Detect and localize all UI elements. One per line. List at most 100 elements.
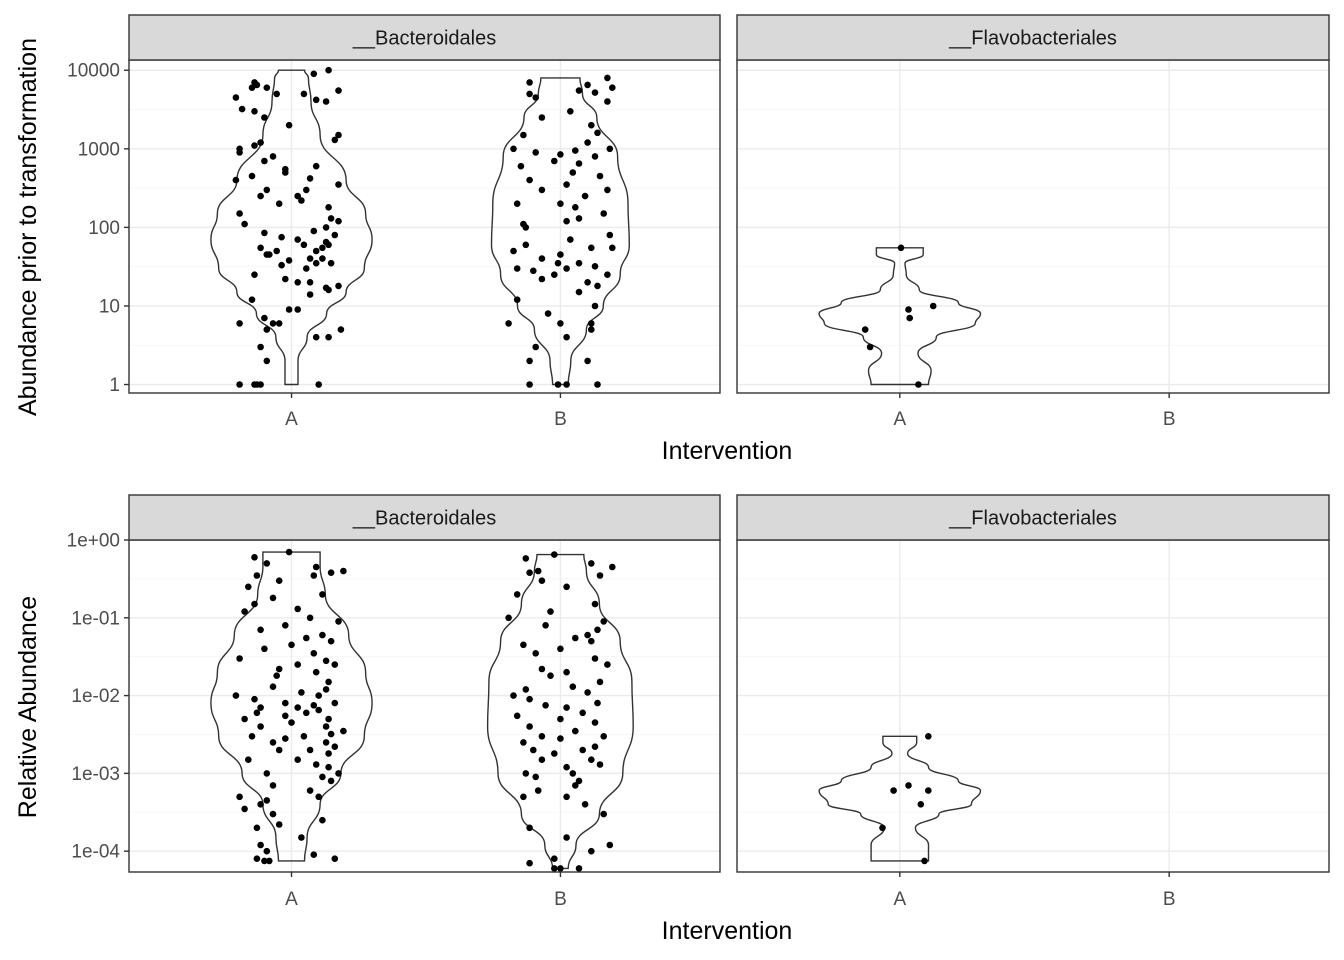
data-point-B [600, 733, 607, 740]
x-tick-label: B [1163, 409, 1176, 430]
data-point-B [526, 723, 533, 730]
data-point-A [251, 600, 258, 608]
data-point-A [282, 165, 289, 173]
data-point-A [335, 87, 342, 94]
data-point-A [263, 560, 271, 567]
data-point-B [513, 712, 521, 720]
data-point-A [275, 746, 283, 754]
data-point-A [263, 326, 271, 333]
data-point-A [253, 572, 261, 579]
data-point-A [278, 233, 285, 241]
data-point-B [563, 265, 570, 272]
data-point-A [306, 255, 314, 262]
data-point-A [263, 797, 271, 804]
data-point-A [312, 761, 320, 768]
data-point-B [584, 357, 591, 365]
data-point-A [236, 655, 243, 662]
data-point-A [306, 175, 314, 182]
data-point-B [569, 169, 577, 176]
data-point-B [554, 259, 562, 267]
panel-background [129, 60, 720, 393]
data-point-A [273, 90, 281, 98]
data-point-A [253, 709, 261, 717]
data-point-A [315, 706, 323, 714]
data-point-A [294, 306, 302, 313]
data-point-B [554, 381, 562, 388]
data-point-A [285, 548, 293, 556]
data-point-A [236, 320, 243, 327]
data-point-A [269, 594, 277, 602]
data-point-A [340, 727, 347, 735]
data-point-A [337, 326, 345, 333]
data-point-B [604, 98, 611, 105]
data-point-B [520, 220, 527, 228]
data-point-B [534, 787, 542, 794]
data-point-A [294, 236, 302, 243]
data-point-B [557, 715, 564, 723]
data-point-A [306, 746, 314, 754]
data-point-B [591, 302, 599, 310]
data-point-B [591, 743, 599, 750]
panel-background [737, 540, 1329, 872]
data-point-B [572, 204, 579, 211]
data-point-A [245, 756, 252, 763]
data-point-B [563, 834, 570, 841]
data-point-A [282, 699, 289, 707]
data-point-B [513, 591, 521, 598]
data-point-A [921, 857, 928, 865]
data-point-B [534, 567, 542, 575]
data-point-A [236, 381, 243, 388]
data-point-A [312, 333, 320, 341]
data-point-A [269, 810, 277, 818]
data-point-A [322, 686, 330, 693]
data-point-A [866, 343, 874, 351]
data-point-B [547, 672, 554, 679]
data-point-B [575, 215, 583, 222]
y-axis-title-bottom: Relative Abundance [14, 596, 42, 818]
data-point-A [319, 816, 326, 824]
facet-strip-label: __Bacteroidales [352, 508, 496, 530]
data-point-A [257, 841, 264, 849]
data-point-B [604, 271, 611, 279]
data-point-A [238, 105, 246, 113]
data-point-B [588, 560, 595, 567]
data-point-A [325, 678, 332, 686]
data-point-A [269, 683, 277, 690]
panel-background [737, 60, 1329, 393]
data-point-B [532, 650, 539, 657]
data-point-A [298, 834, 305, 841]
data-point-A [232, 692, 240, 699]
data-point-A [251, 108, 258, 115]
data-point-B [532, 343, 539, 351]
data-point-A [236, 793, 243, 801]
facet-strip [128, 14, 721, 61]
data-point-B [563, 381, 570, 388]
data-point-B [588, 244, 595, 252]
data-point-B [520, 131, 527, 139]
data-point-A [319, 631, 326, 639]
data-point-B [581, 192, 589, 200]
data-point-B [594, 626, 601, 634]
data-point-B [596, 172, 604, 180]
data-point-A [925, 733, 932, 740]
x-tick-label: B [1163, 889, 1176, 910]
data-point-A [327, 730, 335, 738]
data-point-B [551, 551, 558, 558]
data-point-A [310, 227, 318, 235]
data-point-A [285, 306, 293, 313]
data-point-A [310, 572, 318, 579]
data-point-A [315, 692, 323, 699]
data-point-B [588, 320, 595, 327]
data-point-A [312, 259, 320, 267]
y-tick-label: 1e-01 [71, 608, 120, 629]
data-point-A [257, 192, 264, 200]
panel-background [129, 540, 720, 872]
data-point-B [596, 761, 604, 768]
data-point-A [331, 743, 339, 750]
data-point-A [312, 247, 320, 255]
facet-panel-1: __Bacteroidales A B [128, 494, 721, 910]
data-point-A [294, 605, 302, 613]
data-point-A [257, 244, 264, 252]
data-point-B [600, 810, 607, 818]
data-point-A [325, 750, 332, 757]
